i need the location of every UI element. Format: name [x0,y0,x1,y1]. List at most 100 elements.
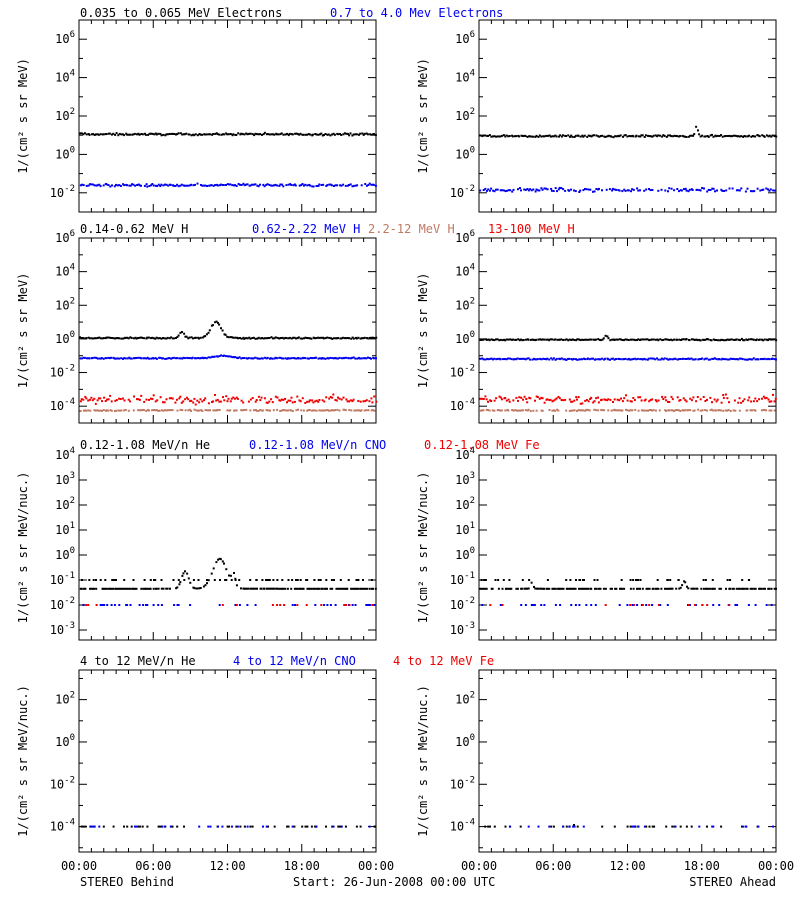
data-point [93,825,96,828]
data-point [761,397,763,400]
data-point [204,409,207,412]
data-point [187,184,190,187]
data-point [225,568,228,571]
data-point [501,134,504,137]
data-point [626,409,629,412]
data-point [699,339,702,342]
data-point [184,335,187,338]
data-point [534,358,537,361]
data-point [607,409,610,412]
data-point [338,356,341,359]
y-tick-label: 10-2 [450,364,475,380]
data-point [297,357,300,360]
data-point [632,397,635,399]
data-point [152,184,155,187]
data-point [247,400,250,403]
data-point [335,399,338,402]
data-point [231,825,233,828]
data-point [770,135,773,138]
data-point [169,183,172,186]
data-point [246,357,249,360]
data-point [512,399,515,402]
data-point [772,825,774,828]
data-point [740,187,743,190]
data-point [304,402,307,404]
data-point [693,133,696,136]
data-point [186,356,189,359]
data-point [299,587,302,590]
data-point [226,183,229,186]
data-point [340,337,343,340]
data-point [218,355,221,358]
data-point [157,409,160,412]
data-point [329,396,332,398]
data-point [140,409,143,412]
data-point [495,358,498,361]
data-point [573,399,576,402]
data-point [231,184,234,187]
data-point [259,399,262,402]
data-point [750,135,753,138]
data-point [184,357,187,360]
data-point [118,409,121,412]
data-point [512,409,515,412]
data-point [607,398,610,401]
data-point [540,358,543,361]
data-point [643,136,646,138]
data-point [590,357,593,360]
data-point [132,409,135,412]
data-point [272,133,275,136]
data-point [743,135,746,137]
data-point [326,587,328,590]
data-point [151,397,154,400]
data-point [334,604,337,606]
data-point [764,587,766,590]
data-point [246,587,249,590]
data-point [288,336,291,339]
data-point [313,409,316,412]
data-point [519,187,521,189]
data-point [665,135,668,138]
data-point [311,185,314,188]
data-point [314,604,317,606]
y-tick-label: 10-4 [450,818,475,834]
data-point [214,184,216,187]
data-point [302,409,305,412]
data-point [148,587,151,590]
data-point [293,357,296,360]
data-point [570,587,573,590]
y-tick-label: 10-2 [50,596,75,612]
data-point [244,337,247,340]
data-point [301,337,303,340]
data-point [282,409,285,412]
data-point [343,408,346,411]
data-point [171,337,174,340]
data-point [157,183,160,186]
data-point [493,339,496,342]
data-point [740,357,743,360]
data-point [651,135,654,138]
data-point [505,358,508,361]
data-point [270,133,273,136]
data-point [130,357,133,360]
data-point [344,409,347,412]
data-point [639,579,642,581]
data-point [79,336,81,339]
data-point [252,357,255,360]
data-point [113,604,116,606]
data-point [642,409,645,412]
data-point [680,189,683,192]
data-point [649,189,652,192]
data-point [362,337,365,340]
data-point [216,133,219,136]
data-point [306,825,309,828]
data-point [332,393,335,396]
data-point [274,395,277,398]
data-point [252,587,255,590]
data-point [579,409,582,412]
data-point [527,357,530,360]
data-point [265,409,268,412]
data-point [226,133,229,136]
data-point [482,134,485,137]
